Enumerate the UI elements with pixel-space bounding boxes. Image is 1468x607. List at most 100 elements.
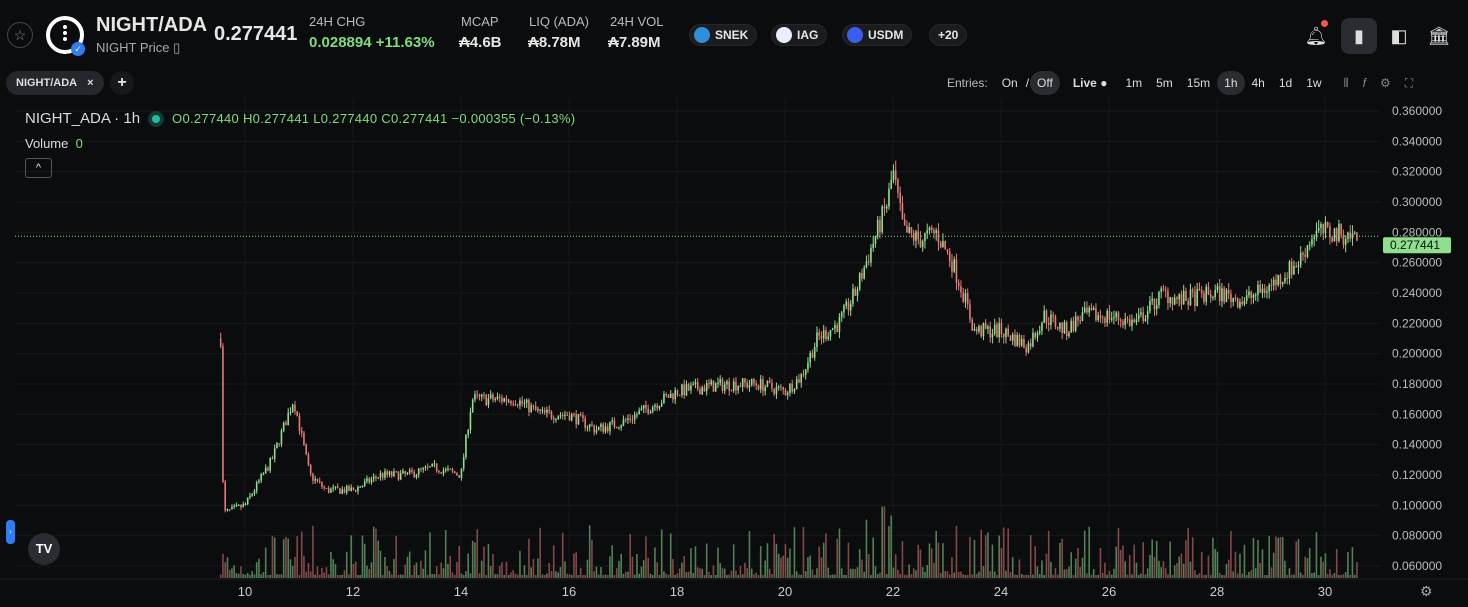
candle: [768, 380, 771, 383]
volume-bar: [858, 549, 861, 578]
bank-icon[interactable]: 🏛︎: [1427, 25, 1451, 46]
volume-bar: [933, 562, 935, 578]
close-icon[interactable]: ×: [87, 77, 94, 89]
volume-bar: [519, 550, 521, 578]
volume-bar: [1286, 574, 1288, 578]
candle: [1286, 278, 1288, 280]
volume-bar: [872, 537, 874, 578]
volume-bar: [595, 566, 598, 578]
collapse-legend-button[interactable]: ^: [25, 158, 52, 178]
candle: [1288, 261, 1291, 279]
legend-title: NIGHT_ADA · 1h: [25, 110, 141, 127]
volume-bar: [771, 574, 773, 578]
volume-bar: [672, 559, 674, 578]
candle: [692, 384, 694, 386]
candle: [1189, 289, 1192, 306]
volume-bar: [901, 541, 904, 578]
candle: [321, 481, 323, 487]
candle: [1088, 307, 1090, 313]
add-tab-button[interactable]: +: [110, 71, 134, 95]
interval-1h[interactable]: 1h: [1217, 71, 1245, 95]
favorite-star-icon[interactable]: ☆: [7, 22, 33, 48]
candle: [1000, 323, 1003, 334]
volume-bar: [993, 571, 996, 578]
volume-bar: [1036, 566, 1039, 578]
volume-bar: [1288, 568, 1291, 578]
volume-bar: [287, 538, 289, 578]
volume-bar: [1191, 537, 1194, 578]
candle: [1239, 301, 1241, 308]
interval-5m[interactable]: 5m: [1156, 76, 1173, 90]
settings-icon[interactable]: ⚙: [1379, 76, 1391, 90]
side-panel-handle[interactable]: ›: [6, 520, 15, 544]
candle: [631, 419, 634, 421]
interval-4h[interactable]: 4h: [1251, 76, 1265, 90]
chip-snek[interactable]: SNEK: [689, 24, 758, 46]
candle: [1162, 288, 1165, 290]
indicators-icon[interactable]: f: [1362, 76, 1366, 90]
candle: [762, 379, 764, 392]
volume-bar: [543, 574, 546, 578]
chart-view-icon[interactable]: ▮: [1341, 18, 1377, 54]
chip-usdm[interactable]: USDM: [842, 24, 913, 46]
candle: [825, 330, 827, 340]
candle: [1106, 310, 1108, 323]
candle: [516, 404, 519, 406]
candle: [440, 472, 442, 474]
candle: [640, 408, 643, 411]
volume-bar: [728, 574, 730, 578]
volume-bar: [1329, 569, 1331, 578]
interval-1w[interactable]: 1w: [1306, 76, 1322, 90]
volume-bar: [978, 571, 980, 578]
candle: [305, 444, 307, 455]
candle: [593, 425, 595, 433]
tradingview-logo[interactable]: TV: [28, 533, 60, 565]
volume-bar: [573, 553, 575, 578]
volume-bar: [768, 568, 771, 578]
chart-legend: NIGHT_ADA · 1h O0.277440 H0.277441 L0.27…: [25, 110, 575, 127]
candle: [1099, 315, 1102, 318]
candle: [1097, 315, 1099, 321]
token-logo: [46, 16, 84, 54]
candle: [561, 415, 564, 417]
price-subtitle[interactable]: NIGHT Price ▯: [96, 40, 181, 55]
interval-1d[interactable]: 1d: [1278, 76, 1293, 90]
candle: [865, 261, 868, 268]
candle: [1266, 291, 1268, 293]
live-toggle[interactable]: Live ●: [1072, 76, 1108, 90]
x-tick-label: 10: [238, 584, 252, 599]
chip-iag[interactable]: IAG: [771, 24, 828, 46]
candle: [739, 386, 742, 388]
interval-1m[interactable]: 1m: [1125, 76, 1143, 90]
volume-bar: [834, 574, 836, 578]
entries-on[interactable]: On: [1001, 76, 1018, 90]
volume-bar: [1293, 574, 1295, 578]
volume-bar: [1016, 574, 1018, 578]
volume-bar: [1119, 549, 1122, 578]
panel-icon[interactable]: ◧: [1390, 25, 1408, 46]
interval-15m[interactable]: 15m: [1186, 76, 1211, 90]
candle: [998, 323, 1000, 338]
candle: [1351, 233, 1354, 239]
candle: [872, 243, 874, 249]
candle: [926, 230, 928, 234]
volume-bar: [510, 572, 512, 578]
candle-type-icon[interactable]: ⫴: [1343, 76, 1349, 90]
entries-off[interactable]: Off: [1030, 71, 1060, 95]
volume-bar: [690, 548, 692, 578]
volume-bar: [334, 564, 337, 578]
candle: [1198, 288, 1201, 291]
fullscreen-icon[interactable]: ⛶: [1404, 76, 1414, 90]
volume-bar: [255, 562, 258, 578]
volume-bar: [285, 536, 287, 578]
tab-night-ada[interactable]: NIGHT/ADA ×: [6, 71, 104, 95]
candle: [296, 411, 298, 417]
volume-bar: [789, 548, 791, 578]
candle: [1153, 298, 1156, 310]
volume-bar: [1212, 537, 1214, 578]
chip-more[interactable]: +20: [929, 24, 968, 46]
price-chart[interactable]: 0.360000 0.340000 0.320000 0.300000 0.280000…: [0, 98, 1468, 607]
volume-bar: [602, 574, 604, 578]
bell-icon[interactable]: 🔔︎: [1298, 18, 1334, 54]
candle: [606, 426, 609, 432]
